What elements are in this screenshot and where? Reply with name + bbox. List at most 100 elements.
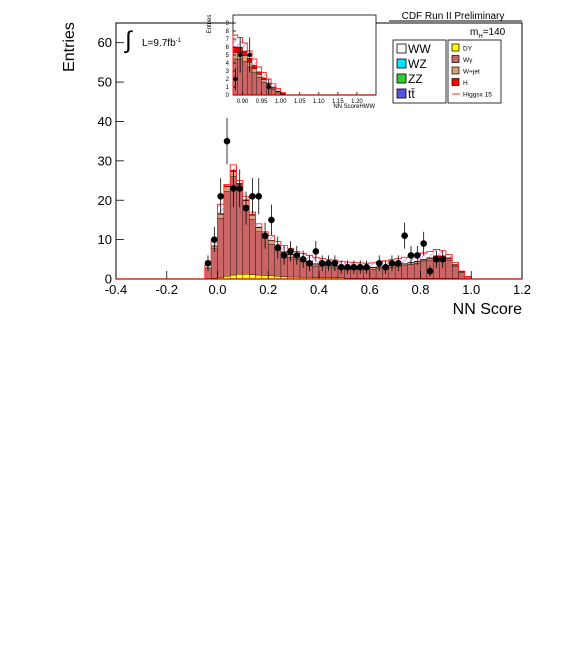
y-axis-title: Entries: [61, 22, 78, 72]
inset-bar-w-5: [256, 77, 262, 96]
main-data-point-14: [293, 252, 301, 259]
main-data-point-4: [230, 185, 237, 192]
inset-y-tick-label-5: 5: [226, 53, 230, 59]
main-bar-wjet-3: [223, 186, 231, 192]
inset-y-tick-label-7: 7: [226, 37, 230, 43]
main-signal-hatch-26: [369, 262, 377, 268]
main-bar-w-1: [210, 248, 218, 279]
inset-y-tick-label-9: 9: [226, 21, 230, 27]
inset-bar-wjet-8: [270, 88, 277, 90]
main-bar-wjet-31: [401, 263, 408, 266]
main-data-point-36: [439, 256, 447, 263]
inset-x-tick-label-6: 1.20: [351, 99, 363, 105]
inset-signal-hatch-2: [242, 43, 248, 51]
main-data-point-7: [249, 192, 256, 200]
main-bar-dy-6: [242, 274, 250, 280]
main-data-point-34: [426, 267, 434, 275]
main-data-point-27: [382, 263, 389, 271]
main-data-point-5: [236, 185, 244, 192]
main-data-point-2: [217, 192, 224, 200]
integral-symbol: ∫: [123, 27, 133, 54]
inset-bar-w-6: [261, 82, 267, 96]
legend-right-label-4: Higgsx 15: [463, 92, 492, 99]
main-signal-hatch-8: [255, 223, 262, 228]
main-bar-dy-5: [236, 274, 244, 280]
legend-right-swatch-2: [451, 66, 460, 75]
main-data-point-6: [242, 204, 250, 212]
main-x-tick-label-7: 1.0: [462, 282, 480, 297]
main-bar-h-34: [420, 259, 428, 261]
main-bar-wjet-38: [445, 258, 453, 261]
main-y-tick-label-0: 0: [105, 272, 112, 287]
main-data-point-23: [350, 263, 358, 271]
inset-bar-wjet-6: [261, 79, 267, 83]
main-data-point-10: [268, 216, 275, 224]
inset-bar-h-8: [270, 86, 277, 89]
inset-signal-hatch-6: [261, 72, 267, 78]
main-signal-hatch-35: [426, 251, 434, 258]
main-x-tick-label-6: 0.8: [411, 282, 429, 297]
main-bar-wjet-17: [312, 263, 320, 267]
main-bar-h-8: [255, 226, 263, 228]
legend-right-label-2: W+jet: [463, 69, 480, 76]
main-data-point-16: [306, 259, 313, 267]
inset-signal-hatch-9: [275, 88, 281, 91]
legend-label-2: ZZ: [408, 72, 423, 86]
inset-x-tick-label-0: 0.90: [237, 99, 249, 105]
main-y-tick-label-2: 20: [98, 193, 112, 208]
main-data-point-21: [337, 263, 345, 271]
inset-x-tick-label-1: 0.95: [256, 99, 268, 105]
main-data-point-11: [274, 244, 282, 251]
main-x-tick-label-8: 1.2: [513, 282, 531, 297]
main-data-point-12: [280, 252, 288, 259]
inset-bar-wjet-4: [251, 68, 258, 73]
main-bar-h-38: [445, 257, 453, 260]
inset-signal-hatch-5: [256, 67, 262, 72]
main-signal-hatch-34: [420, 253, 427, 260]
main-y-tick-label-5: 50: [98, 75, 112, 90]
inset-y-tick-label-1: 1: [226, 85, 230, 91]
main-bar-w-31: [401, 265, 408, 279]
main-data-point-13: [287, 248, 294, 255]
main-y-tick-label-3: 30: [98, 153, 112, 168]
experiment-label: CDF Run II Preliminary: [402, 11, 505, 22]
main-data-point-26: [375, 259, 383, 267]
main-data-point-25: [363, 263, 370, 271]
main-data-point-29: [394, 259, 402, 267]
main-bar-w-32: [407, 264, 415, 279]
main-y-tick-label-1: 10: [98, 232, 112, 247]
legend-right-label-1: Wγ: [463, 57, 473, 64]
main-bar-wjet-34: [420, 259, 428, 262]
main-data-point-33: [420, 240, 427, 247]
main-signal-hatch-38: [445, 254, 453, 258]
main-signal-hatch-4: [230, 164, 237, 171]
main-signal-hatch-31: [401, 257, 408, 264]
inset-bar-wjet-2: [242, 55, 248, 62]
inset-signal-line: [232, 34, 286, 95]
legend-right-swatch-0: [451, 43, 460, 52]
main-data-point-3: [223, 137, 231, 145]
main-signal-hatch-10: [268, 235, 275, 241]
inset-x-tick-label-5: 1.15: [332, 99, 344, 105]
main-signal-hatch-39: [452, 262, 459, 265]
main-x-tick-label-5: 0.6: [361, 282, 379, 297]
legend-right-swatch-3: [451, 78, 460, 86]
inset-bar-h-0: [232, 46, 238, 53]
main-data-point-0: [204, 259, 212, 267]
inset-bar-wjet-5: [256, 74, 262, 78]
main-x-tick-label-3: 0.2: [259, 282, 277, 297]
main-y-tick-label-6: 60: [98, 35, 112, 50]
main-bar-wjet-39: [452, 265, 459, 267]
legend-right-swatch-1: [451, 55, 460, 63]
main-bar-w-39: [452, 266, 459, 279]
main-bar-w-34: [420, 261, 428, 279]
main-bar-w-8: [255, 231, 263, 276]
legend-right-label-3: H: [463, 80, 468, 87]
main-data-point-15: [299, 256, 307, 263]
inset-bar-h-4: [251, 65, 258, 69]
main-data-point-32: [414, 252, 421, 259]
main-x-tick-label-4: 0.4: [310, 282, 328, 297]
legend-label-1: WZ: [408, 57, 427, 71]
main-data-point-30: [401, 232, 408, 239]
